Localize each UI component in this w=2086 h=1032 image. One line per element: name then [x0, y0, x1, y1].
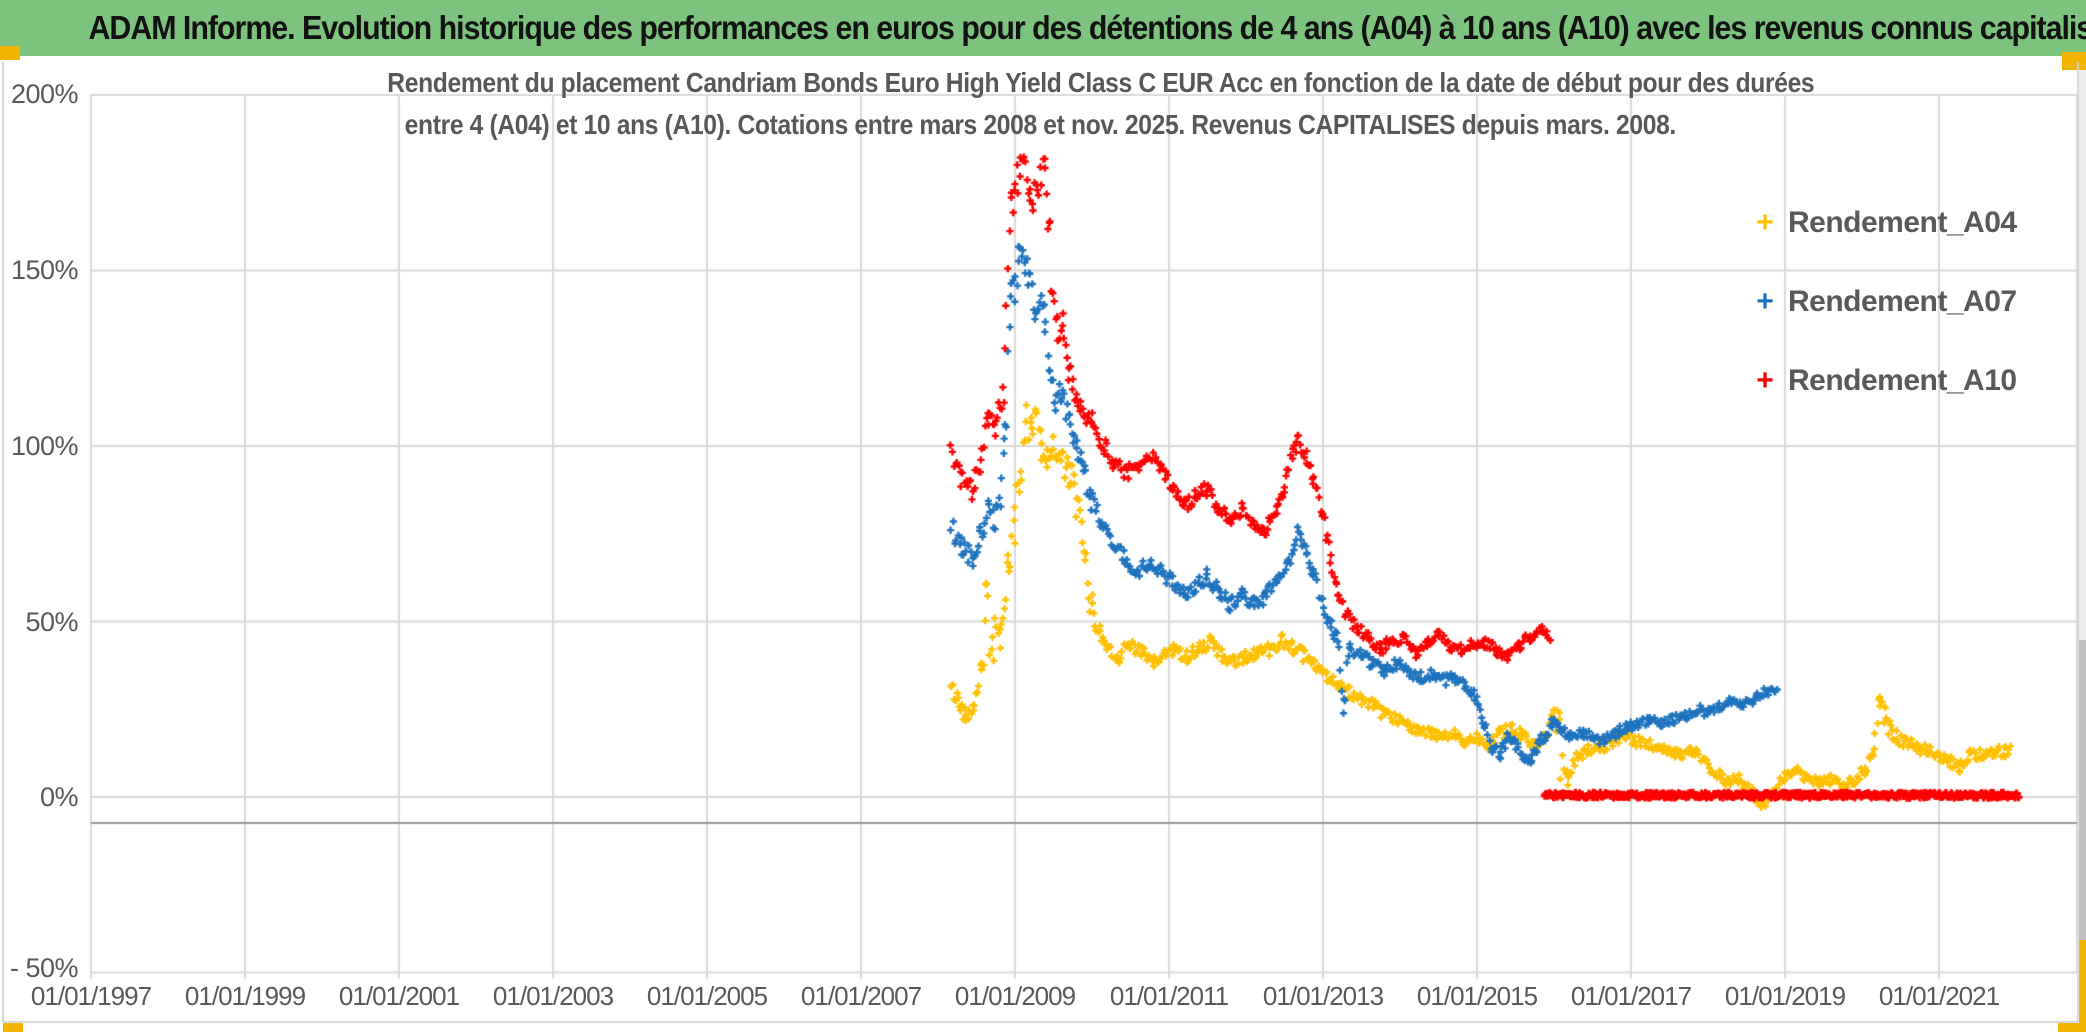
x-axis-tick-label: 01/01/2021 — [1878, 981, 2000, 1011]
x-axis-tick-label: 01/01/2011 — [1109, 981, 1229, 1011]
plus-marker-icon: + — [1756, 285, 1774, 318]
x-axis-tick-label: 01/01/2009 — [954, 981, 1076, 1011]
plus-marker-icon: + — [1756, 206, 1774, 239]
x-axis-tick-label: 01/01/2019 — [1724, 981, 1846, 1011]
legend-item-a10: + Rendement_A10 — [1752, 362, 2017, 400]
x-axis-tick-label: 01/01/2001 — [338, 981, 460, 1011]
x-axis-tick-label: 01/01/2015 — [1416, 981, 1538, 1011]
y-axis-tick-label: 200% — [10, 79, 79, 109]
y-axis-tick-label: 0% — [39, 782, 79, 812]
legend-item-a07: + Rendement_A07 — [1752, 283, 2017, 321]
x-axis-tick-label: 01/01/1997 — [30, 981, 152, 1011]
chart-title-line2: entre 4 (A04) et 10 ans (A10). Cotations… — [404, 109, 1676, 140]
chart-title-line1: Rendement du placement Candriam Bonds Eu… — [387, 67, 1815, 98]
y-axis-tick-label: - 50% — [9, 953, 79, 983]
legend-label: Rendement_A10 — [1788, 364, 2017, 397]
legend-label: Rendement_A04 — [1788, 206, 2017, 239]
x-axis-tick-label: 01/01/2005 — [646, 981, 768, 1011]
y-axis-tick-label: 150% — [10, 255, 79, 285]
y-axis-tick-label: 50% — [25, 607, 78, 637]
legend-item-a04: + Rendement_A04 — [1752, 204, 2017, 242]
legend-label: Rendement_A07 — [1788, 285, 2017, 318]
y-axis-tick-label: 100% — [10, 431, 79, 461]
x-axis-tick-label: 01/01/2007 — [800, 981, 922, 1011]
plus-marker-icon: + — [1756, 364, 1774, 397]
x-axis-tick-label: 01/01/2003 — [492, 981, 614, 1011]
x-axis-tick-label: 01/01/2013 — [1262, 981, 1384, 1011]
chart-title: Rendement du placement Candriam Bonds Eu… — [290, 62, 1814, 146]
x-axis-tick-label: 01/01/1999 — [184, 981, 306, 1011]
x-axis-tick-label: 01/01/2017 — [1570, 981, 1692, 1011]
